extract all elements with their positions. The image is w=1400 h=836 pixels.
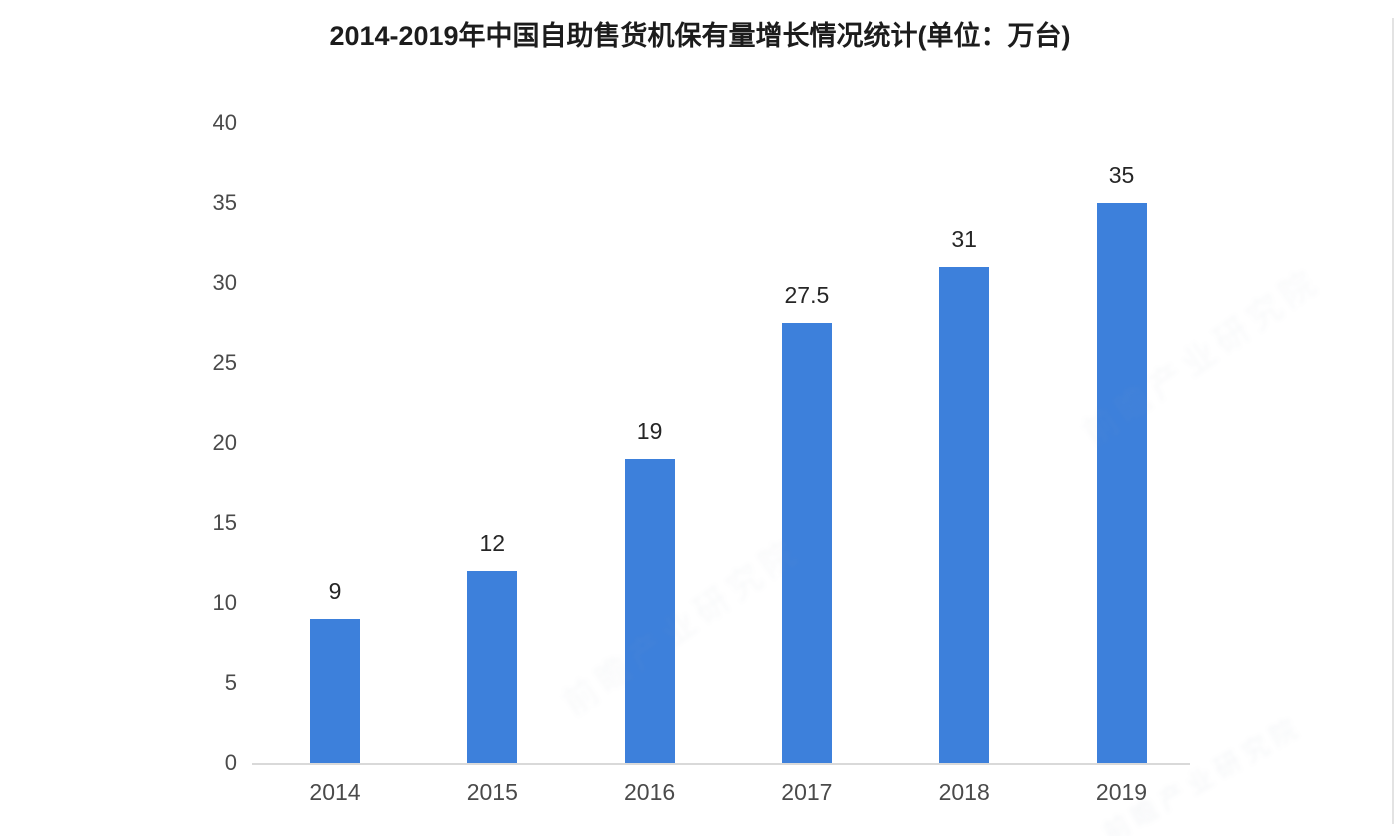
y-axis-tick-label: 30 <box>212 270 237 295</box>
bar-2014 <box>310 619 360 763</box>
y-axis-tick-label: 5 <box>224 670 237 695</box>
bar-value-label: 31 <box>951 226 977 252</box>
y-axis-tick-label: 0 <box>224 750 237 775</box>
bar-2015 <box>467 571 518 763</box>
x-axis-category-label: 2017 <box>781 779 833 805</box>
bar-value-label: 9 <box>328 578 342 604</box>
y-axis-tick-label: 35 <box>212 190 237 215</box>
chart-title: 2014-2019年中国自助售货机保有量增长情况统计(单位：万台) <box>329 21 1071 51</box>
x-axis-category-label: 2018 <box>938 779 990 805</box>
bar-value-label: 19 <box>636 418 663 444</box>
bar-2019 <box>1096 203 1147 763</box>
bar-2017 <box>781 323 832 763</box>
x-axis-line <box>252 763 1190 765</box>
x-axis-category-label: 2016 <box>624 779 676 805</box>
bar-value-label: 35 <box>1108 162 1135 188</box>
y-axis-tick-label: 15 <box>212 510 237 535</box>
y-axis-tick-label: 20 <box>212 430 237 455</box>
y-axis-tick-label: 40 <box>212 110 237 135</box>
y-axis-tick-label: 10 <box>212 590 237 615</box>
y-axis-tick-label: 25 <box>212 350 237 375</box>
bar-value-label: 27.5 <box>784 282 830 308</box>
bar-2018 <box>939 267 990 763</box>
x-axis-category-label: 2019 <box>1095 779 1148 805</box>
image-edge-line <box>1392 18 1394 824</box>
x-axis-category-label: 2014 <box>309 779 361 805</box>
x-axis-category-label: 2015 <box>466 779 518 805</box>
bar-value-label: 12 <box>479 530 506 556</box>
bar-2016 <box>624 459 675 763</box>
